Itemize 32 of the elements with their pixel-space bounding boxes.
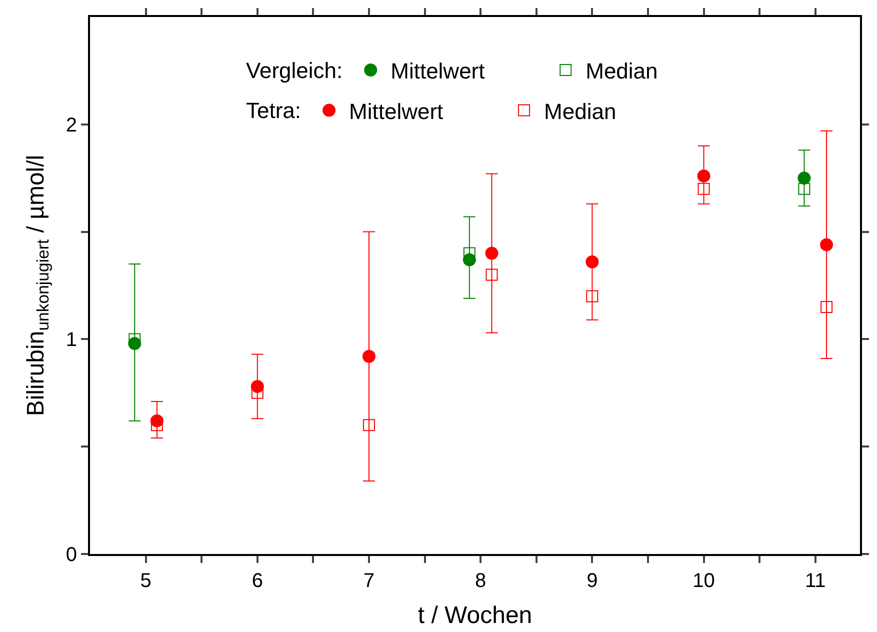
point [586,255,599,268]
annotation: Vergleich: [246,58,343,83]
point [362,350,376,363]
point [128,333,141,346]
point [698,182,710,195]
point [251,386,264,399]
point [697,169,710,182]
y-tick-label: 2 [66,114,77,136]
legend-label: Mittelwert [390,58,485,84]
point [820,238,834,252]
x-tick-label: 11 [804,570,826,592]
point [798,172,811,185]
point [486,268,498,281]
x-tick-label: 6 [252,570,263,592]
point [586,290,598,302]
y-tick-label: 1 [66,329,77,352]
x-tick-label: 10 [692,570,715,592]
annotation: Tetra: [246,98,302,124]
x-axis-title: t / Wochen [418,602,532,629]
y-tick-label: 0 [66,544,77,566]
point [362,419,375,432]
x-tick-label: 9 [586,570,598,592]
legend-label: Median [544,98,616,124]
legend-label: Mittelwert [349,98,444,124]
point [798,182,810,195]
x-tick-label: 7 [363,570,375,592]
x-tick-label: 8 [475,570,486,592]
x-tick-label: 5 [140,570,152,592]
point [463,247,476,260]
legend-label: Median [586,58,658,84]
point [820,300,833,313]
point [485,246,498,260]
